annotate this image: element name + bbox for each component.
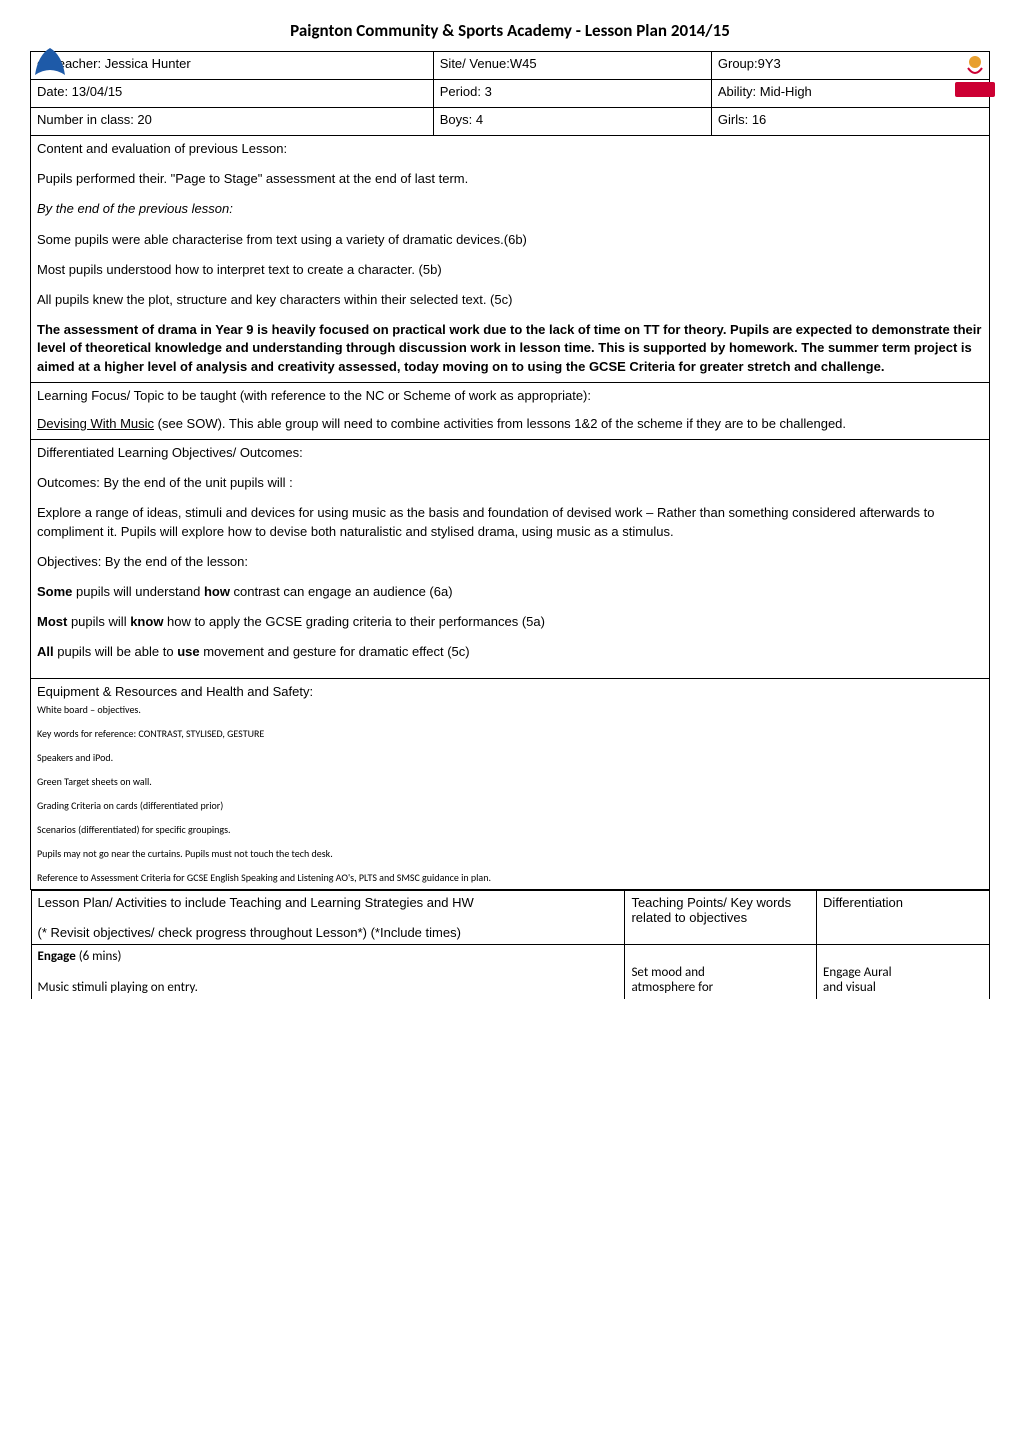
section-heading: Learning Focus/ Topic to be taught (with…	[37, 387, 983, 405]
content-text: Some pupils were able characterise from …	[37, 231, 983, 249]
header-row: of Teacher: Jessica Hunter Site/ Venue:W…	[31, 52, 990, 80]
prospects-badge	[955, 82, 995, 97]
venue-cell: Site/ Venue:W45	[433, 52, 711, 80]
section-heading: Equipment & Resources and Health and Saf…	[37, 683, 983, 701]
content-text: By the end of the previous lesson:	[37, 200, 983, 218]
content-text: Some pupils will understand how contrast…	[37, 583, 983, 601]
group-cell: Group:9Y3	[711, 52, 989, 80]
section-heading: Content and evaluation of previous Lesso…	[37, 140, 983, 158]
class-size-cell: Number in class: 20	[31, 108, 434, 136]
content-text: All pupils knew the plot, structure and …	[37, 291, 983, 309]
plan-header-differentiation: Differentiation	[817, 890, 989, 944]
academy-logo-right	[960, 50, 990, 80]
content-text: Outcomes: By the end of the unit pupils …	[37, 474, 983, 492]
header-row: Number in class: 20 Boys: 4 Girls: 16	[31, 108, 990, 136]
boys-cell: Boys: 4	[433, 108, 711, 136]
content-text: Pupils performed their. "Page to Stage" …	[37, 170, 983, 188]
girls-cell: Girls: 16	[711, 108, 989, 136]
plan-header-row: Lesson Plan/ Activities to include Teach…	[31, 889, 990, 999]
academy-logo-left	[30, 40, 70, 80]
equipment-item: Green Target sheets on wall.	[37, 775, 983, 789]
equipment-section: Equipment & Resources and Health and Saf…	[31, 678, 990, 889]
date-cell: Date: 13/04/15	[31, 80, 434, 108]
content-text: Explore a range of ideas, stimuli and de…	[37, 504, 983, 540]
plan-header-activities: Lesson Plan/ Activities to include Teach…	[31, 890, 625, 944]
plan-cell-activity: Engage (6 mins) Music stimuli playing on…	[31, 944, 625, 999]
equipment-item: Reference to Assessment Criteria for GCS…	[37, 871, 983, 885]
section-heading: Differentiated Learning Objectives/ Outc…	[37, 444, 983, 462]
content-text-bold: The assessment of drama in Year 9 is hea…	[37, 321, 983, 376]
period-cell: Period: 3	[433, 80, 711, 108]
objectives-section: Differentiated Learning Objectives/ Outc…	[31, 440, 990, 679]
equipment-item: Grading Criteria on cards (differentiate…	[37, 799, 983, 813]
plan-header-teaching-points: Teaching Points/ Key words related to ob…	[625, 890, 817, 944]
header-row: Date: 13/04/15 Period: 3 Ability: Mid-Hi…	[31, 80, 990, 108]
equipment-item: Key words for reference: CONTRAST, STYLI…	[37, 727, 983, 741]
page-title: Paignton Community & Sports Academy - Le…	[30, 20, 990, 41]
teacher-cell: of Teacher: Jessica Hunter	[31, 52, 434, 80]
plan-cell-diff: Engage Aural and visual	[817, 944, 989, 999]
content-text: Most pupils understood how to interpret …	[37, 261, 983, 279]
equipment-item: White board – objectives.	[37, 703, 983, 717]
content-text: All pupils will be able to use movement …	[37, 643, 983, 661]
learning-focus-section: Learning Focus/ Topic to be taught (with…	[31, 382, 990, 439]
content-text: Objectives: By the end of the lesson:	[37, 553, 983, 571]
equipment-item: Scenarios (differentiated) for specific …	[37, 823, 983, 837]
content-text: Devising With Music (see SOW). This able…	[37, 415, 983, 433]
plan-cell-points: Set mood and atmosphere for	[625, 944, 817, 999]
ability-cell: Ability: Mid-High	[711, 80, 989, 108]
equipment-item: Speakers and iPod.	[37, 751, 983, 765]
lesson-plan-table: of Teacher: Jessica Hunter Site/ Venue:W…	[30, 51, 990, 999]
content-text: Most pupils will know how to apply the G…	[37, 613, 983, 631]
previous-lesson-section: Content and evaluation of previous Lesso…	[31, 136, 990, 383]
equipment-item: Pupils may not go near the curtains. Pup…	[37, 847, 983, 861]
